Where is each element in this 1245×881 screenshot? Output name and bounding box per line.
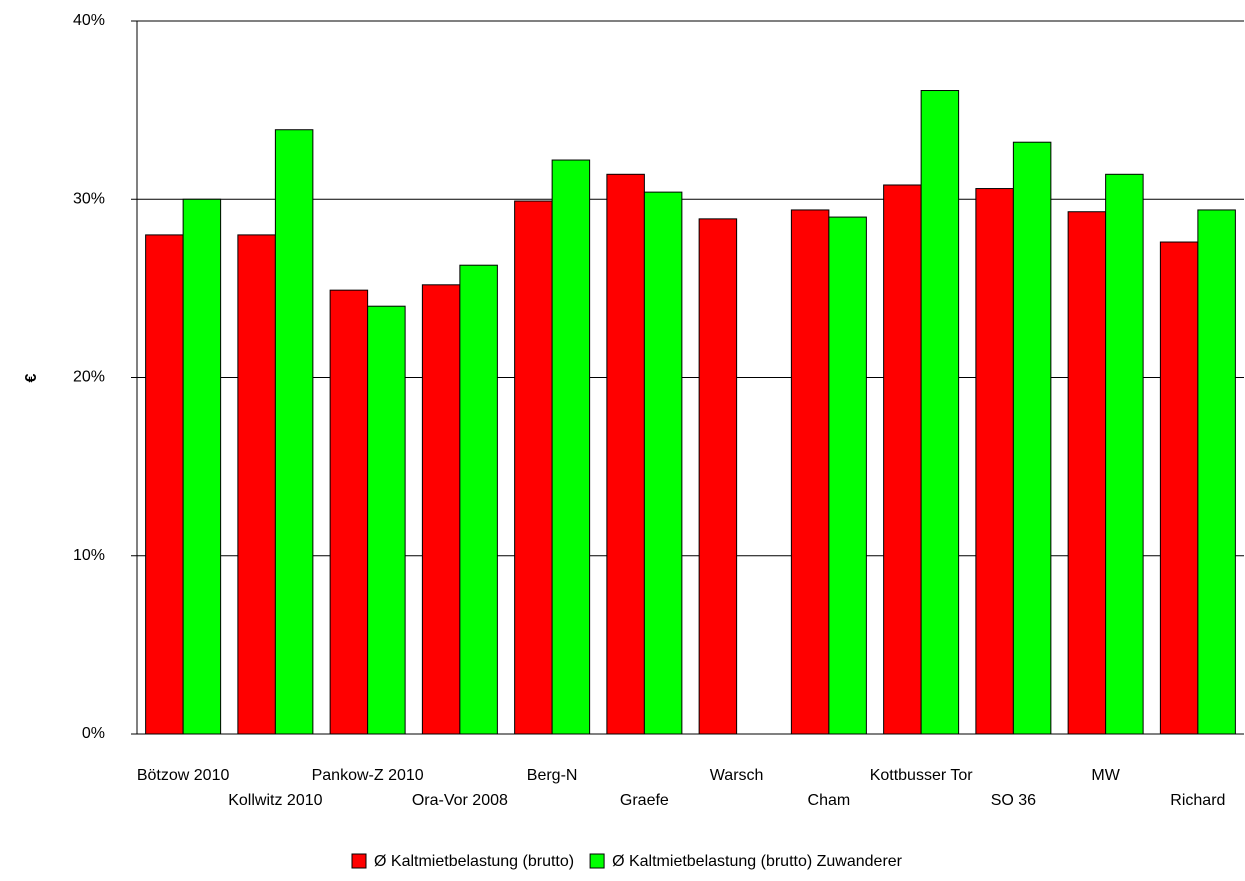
- bar: [1105, 173, 1144, 735]
- legend-swatch: [351, 853, 367, 869]
- x-tick-label: Ora-Vor 2008: [412, 792, 508, 809]
- x-tick-label: MW: [1091, 767, 1120, 784]
- bar: [551, 159, 591, 735]
- bar: [1197, 209, 1236, 735]
- x-tick-label: Kollwitz 2010: [228, 792, 322, 809]
- x-tick-label: Warsch: [710, 767, 764, 784]
- bar: [367, 305, 406, 735]
- bar: [274, 129, 314, 735]
- x-tick-label: Kottbusser Tor: [870, 767, 974, 784]
- bar: [182, 198, 222, 735]
- bar: [975, 188, 1014, 735]
- x-tick-label: Richard: [1170, 792, 1225, 809]
- bar: [329, 289, 369, 735]
- y-tick-label: 10%: [73, 547, 105, 564]
- bar: [698, 218, 738, 735]
- bar: [145, 234, 184, 735]
- bar: [883, 184, 922, 735]
- y-tick-label: 40%: [73, 12, 105, 29]
- x-tick-label: Bötzow 2010: [137, 767, 230, 784]
- bar: [421, 284, 461, 735]
- x-tick-label: Pankow-Z 2010: [312, 767, 424, 784]
- legend-label: Ø Kaltmietbelastung (brutto): [374, 853, 574, 870]
- y-tick-label: 30%: [73, 190, 105, 207]
- x-tick-label: Berg-N: [527, 767, 578, 784]
- bar: [1159, 241, 1199, 735]
- bar: [237, 234, 276, 735]
- x-tick-label: Graefe: [620, 792, 669, 809]
- legend-swatch: [589, 853, 605, 869]
- bar: [1012, 141, 1052, 735]
- bar: [514, 200, 553, 735]
- legend-label: Ø Kaltmietbelastung (brutto) Zuwanderer: [612, 853, 903, 870]
- bar: [920, 90, 960, 735]
- bar: [459, 264, 498, 735]
- y-tick-label: 20%: [73, 369, 105, 386]
- y-tick-label: 0%: [82, 725, 105, 742]
- bar: [828, 216, 867, 735]
- bar: [643, 191, 683, 735]
- bar: [790, 209, 830, 735]
- bar: [1067, 211, 1107, 735]
- y-axis-label: €: [23, 373, 40, 382]
- x-tick-label: Cham: [808, 792, 851, 809]
- bar: [606, 173, 645, 735]
- x-tick-label: SO 36: [991, 792, 1036, 809]
